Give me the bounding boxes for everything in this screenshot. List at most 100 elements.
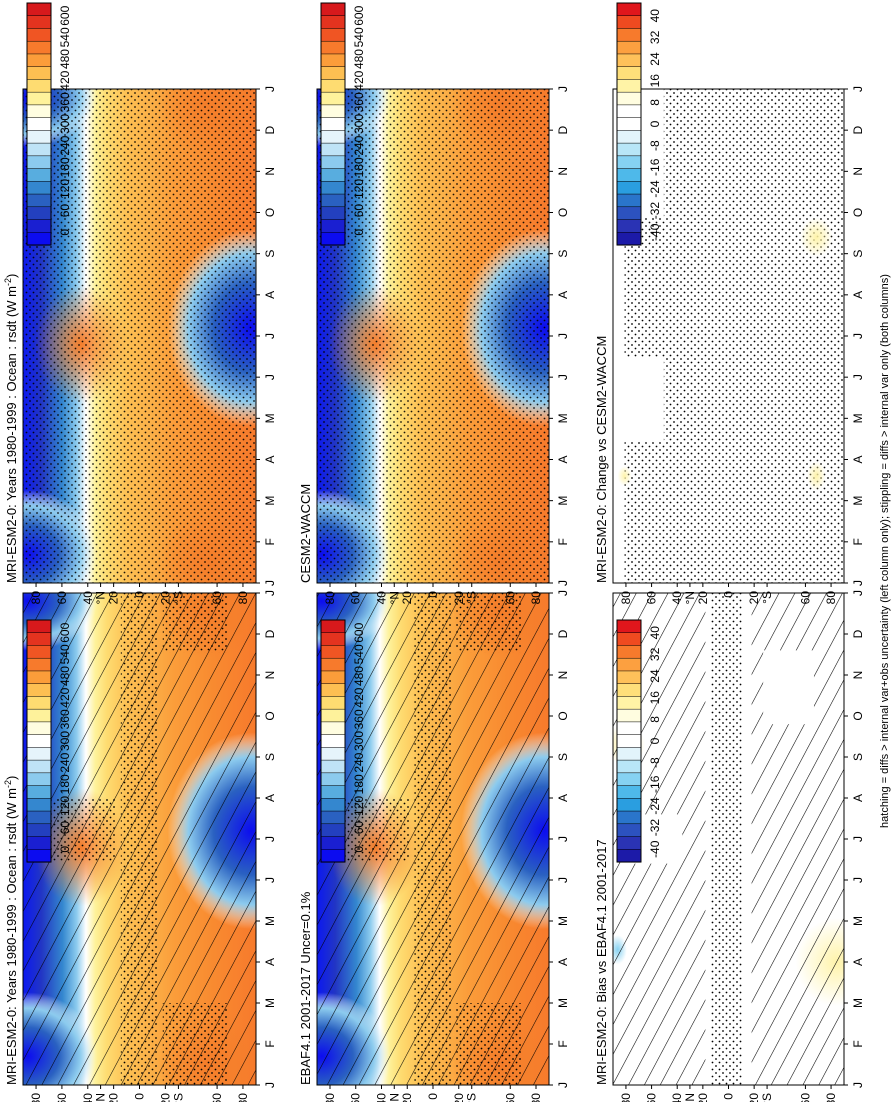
month-tick-label: A [263,455,277,463]
lat-tick-label: 20 [747,1093,761,1102]
month-tick-label: A [556,958,570,966]
panel-2: EBAF4.1 2001-2017 Uncer=0.1% J F M A M J J A S O N D… [298,590,570,1102]
panel-field [613,593,844,1085]
colorbar-tick-label: 240 [58,752,72,772]
month-tick-label: M [851,998,865,1008]
colorbar-tick-label: 180 [58,157,72,177]
month-tick-label: D [851,629,865,638]
lat-tick-label: °S [465,591,479,604]
lat-tick-label: °S [171,1093,185,1102]
colorbar-tick-label: 0 [58,229,72,236]
month-tick-label: N [556,671,570,680]
colorbar-tick-label: 120 [352,179,366,199]
month-tick-label: N [556,167,570,176]
colorbar-swatch [320,619,346,634]
colorbar-swatch [26,696,52,710]
month-tick-label: N [263,167,277,176]
month-tick-label: S [556,753,570,761]
month-tick-label: A [556,291,570,299]
month-tick-label: M [851,916,865,926]
colorbar-tick-label: 540 [58,644,72,664]
colorbar-tick-label: -16 [648,775,662,793]
month-tick-label: J [556,86,570,92]
lat-tick-label: 60 [55,591,69,605]
lat-tick-label: 60 [349,1093,363,1102]
month-tick-label: J [851,590,865,596]
lat-tick-label: 60 [503,1093,517,1102]
lat-tick-label: 60 [798,591,812,605]
panel-field [23,593,256,1085]
colorbar-swatch [616,15,642,30]
colorbar-swatch [616,2,642,17]
lat-tick-label: 60 [349,591,363,605]
colorbar-swatch [616,759,642,774]
lat-tick-label: 0 [426,1093,440,1100]
month-tick-label: A [556,455,570,463]
month-tick-label: S [851,250,865,258]
month-tick-label: O [263,711,277,720]
month-tick-label: M [556,413,570,423]
colorbar-swatch [26,79,52,93]
colorbar-swatch [616,232,642,246]
colorbar-tick-label: 600 [58,5,72,25]
month-tick-label: J [556,1082,570,1088]
colorbar-swatch [26,772,52,787]
colorbar-swatch [320,785,346,799]
colorbar-swatch [26,155,52,170]
colorbar-tick-label: -8 [648,757,662,768]
colorbar-swatch [320,721,346,736]
colorbar-swatch [616,683,642,697]
lat-tick-label: 80 [619,1093,633,1102]
colorbar-swatch [26,785,52,799]
colorbar-tick-label: 600 [58,622,72,642]
colorbar-tick-label: 540 [58,27,72,47]
colorbar-swatch [320,206,346,221]
colorbar-swatch [320,15,346,30]
lat-tick-label: 60 [798,1093,812,1102]
colorbar-tick-label: -16 [648,158,662,176]
colorbar-tick-label: 420 [352,687,366,707]
colorbar-tick-label: 360 [352,92,366,112]
colorbar-swatch [26,810,52,825]
colorbar-swatch [320,836,346,850]
month-tick-label: M [263,413,277,423]
colorbar-swatch [26,53,52,68]
colorbar-swatch [616,810,642,825]
colorbar-tick-label: 0 [648,120,662,127]
month-tick-label: J [263,1082,277,1088]
colorbar-tick-label: 480 [58,49,72,69]
lat-tick-label: °N [94,1093,108,1102]
colorbar-swatch [320,232,346,246]
colorbar-swatch [26,40,52,55]
colorbar-swatch [26,670,52,685]
lat-tick-label: 0 [133,1093,147,1100]
colorbar-swatch [616,28,642,42]
panel-1: MRI-ESM2-0: Years 1980-1999 : Ocean : rs… [3,590,277,1102]
lat-tick-label: 80 [29,591,43,605]
lat-tick-label: 20 [696,1093,710,1102]
colorbar-swatch [320,657,346,672]
colorbar-swatch [616,206,642,221]
colorbar-tick-label: 240 [352,752,366,772]
colorbar-swatch [320,632,346,647]
month-tick-label: O [556,711,570,720]
colorbar-tick-label: 240 [352,135,366,155]
month-tick-label: A [851,794,865,802]
month-tick-label: M [263,998,277,1008]
month-tick-label: J [263,877,277,883]
colorbar-tick-label: -40 [648,840,662,858]
month-tick-label: N [851,671,865,680]
colorbar-swatch [616,168,642,182]
colorbar-swatch [320,219,346,233]
panel-title: CESM2-WACCM [298,484,313,583]
colorbar-tick-label: 120 [352,796,366,816]
colorbar-tick-label: 24 [648,669,662,683]
colorbar-swatch [26,798,52,812]
panel-title: EBAF4.1 2001-2017 Uncer=0.1% [298,891,313,1085]
colorbar-tick-label: 420 [352,70,366,90]
colorbar-swatch [26,130,52,144]
colorbar-swatch [26,849,52,863]
month-tick-label: A [263,958,277,966]
colorbar-tick-label: 600 [352,5,366,25]
